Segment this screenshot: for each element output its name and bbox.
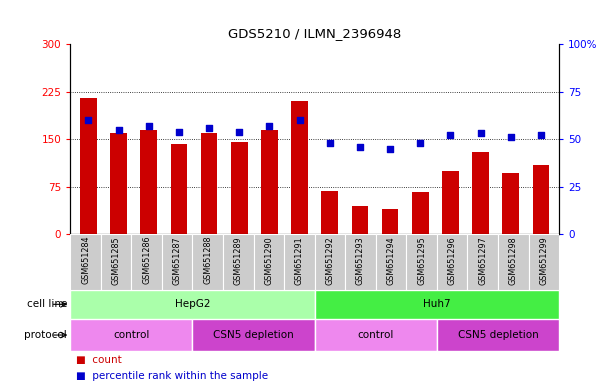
Bar	[315, 234, 345, 290]
Bar	[70, 319, 192, 351]
Text: GSM651292: GSM651292	[326, 236, 334, 285]
Text: GSM651289: GSM651289	[234, 236, 243, 285]
Bar	[406, 234, 437, 290]
Point	[144, 123, 153, 129]
Text: GSM651291: GSM651291	[295, 236, 304, 285]
Bar	[223, 234, 254, 290]
Point	[506, 134, 516, 141]
Text: GSM651297: GSM651297	[478, 236, 487, 285]
Bar	[351, 206, 368, 234]
Bar	[70, 234, 101, 290]
Point	[385, 146, 395, 152]
Point	[174, 129, 184, 135]
Text: GSM651284: GSM651284	[81, 236, 90, 285]
Bar	[382, 209, 398, 234]
Bar	[284, 234, 315, 290]
Bar	[261, 130, 278, 234]
Bar	[442, 171, 459, 234]
Point	[295, 117, 304, 123]
Bar	[192, 319, 315, 351]
Text: Huh7: Huh7	[423, 299, 451, 310]
Point	[114, 127, 123, 133]
Bar	[345, 234, 376, 290]
Bar	[141, 130, 157, 234]
Bar	[101, 234, 131, 290]
Text: GSM651286: GSM651286	[142, 236, 151, 285]
Point	[265, 123, 274, 129]
Text: GSM651287: GSM651287	[173, 236, 181, 285]
Bar	[315, 290, 559, 319]
Bar	[472, 152, 489, 234]
Text: GDS5210 / ILMN_2396948: GDS5210 / ILMN_2396948	[228, 27, 401, 40]
Text: control: control	[357, 330, 394, 340]
Text: GSM651296: GSM651296	[448, 236, 456, 285]
Bar	[502, 173, 519, 234]
Text: GSM651299: GSM651299	[540, 236, 548, 285]
Bar	[321, 191, 338, 234]
Point	[355, 144, 365, 150]
Text: protocol: protocol	[24, 330, 67, 340]
Text: GSM651294: GSM651294	[387, 236, 395, 285]
Text: GSM651295: GSM651295	[417, 236, 426, 285]
Point	[235, 129, 244, 135]
Bar	[529, 234, 559, 290]
Bar	[437, 234, 467, 290]
Text: GSM651290: GSM651290	[265, 236, 273, 285]
Bar	[231, 142, 247, 234]
Point	[325, 140, 335, 146]
Bar	[376, 234, 406, 290]
Point	[84, 117, 93, 123]
Text: GSM651285: GSM651285	[112, 236, 120, 285]
Text: ■  count: ■ count	[76, 355, 122, 365]
Text: ■  percentile rank within the sample: ■ percentile rank within the sample	[76, 371, 268, 381]
Text: control: control	[113, 330, 150, 340]
Bar	[131, 234, 162, 290]
Bar	[170, 144, 187, 234]
Bar	[412, 192, 428, 234]
Point	[536, 132, 546, 139]
Point	[445, 132, 455, 139]
Bar	[70, 290, 315, 319]
Bar	[533, 164, 549, 234]
Point	[415, 140, 425, 146]
Bar	[291, 101, 308, 234]
Point	[204, 125, 214, 131]
Text: GSM651298: GSM651298	[509, 236, 518, 285]
Text: CSN5 depletion: CSN5 depletion	[458, 330, 538, 340]
Bar	[498, 234, 529, 290]
Bar	[201, 133, 218, 234]
Bar	[315, 319, 437, 351]
Text: cell line: cell line	[27, 299, 67, 310]
Text: GSM651293: GSM651293	[356, 236, 365, 285]
Bar	[467, 234, 498, 290]
Bar	[192, 234, 223, 290]
Bar	[80, 98, 97, 234]
Text: GSM651288: GSM651288	[203, 236, 212, 285]
Point	[476, 131, 486, 137]
Bar	[110, 133, 127, 234]
Text: HepG2: HepG2	[175, 299, 210, 310]
Bar	[437, 319, 559, 351]
Text: CSN5 depletion: CSN5 depletion	[213, 330, 294, 340]
Bar	[254, 234, 284, 290]
Bar	[162, 234, 192, 290]
